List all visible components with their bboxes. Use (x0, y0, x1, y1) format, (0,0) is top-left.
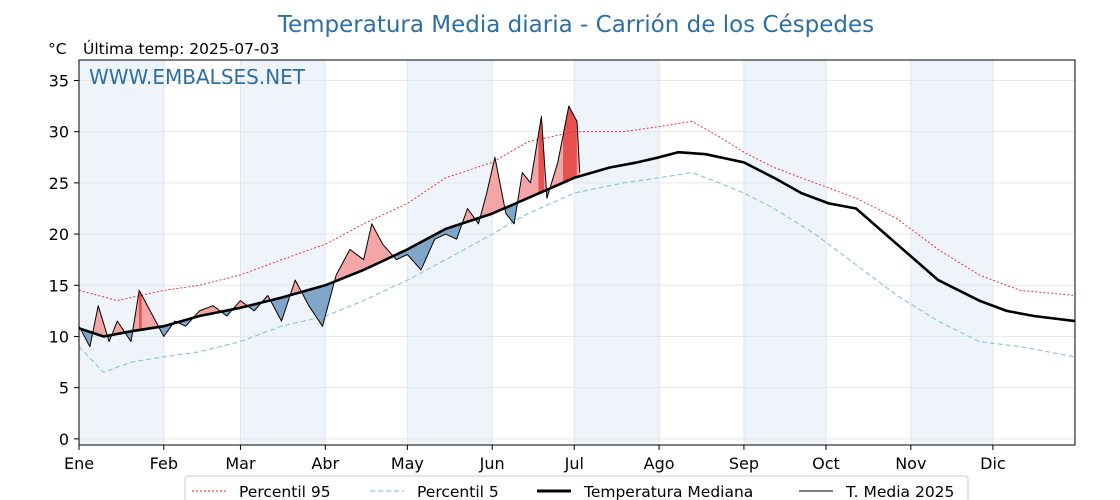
series-line-median (78, 150, 1076, 338)
x-tick-label-ene: Ene (64, 454, 94, 473)
legend-box (184, 475, 969, 500)
fill-above-median (138, 290, 143, 331)
y-tick-label: 35 (49, 71, 69, 90)
series-line-t2025 (78, 105, 581, 348)
legend-label-median: Temperatura Mediana (583, 483, 753, 500)
month-band-ene (79, 60, 164, 445)
y-tick-label: 5 (59, 379, 69, 398)
x-tick-label-feb: Feb (150, 454, 178, 473)
x-tick-label-dic: Dic (980, 454, 1006, 473)
legend: Percentil 95 Percentil 5 Temperatura Med… (184, 475, 969, 500)
fill-above-median (568, 105, 572, 181)
month-band-mar (240, 60, 326, 445)
fill-below-median (418, 241, 422, 271)
fill-above-median (349, 249, 353, 276)
month-band-nov (910, 60, 993, 445)
x-tick-label-nov: Nov (895, 454, 926, 473)
x-tick-label-oct: Oct (812, 454, 840, 473)
series-line-p5 (78, 172, 1076, 373)
fill-above-median (371, 223, 375, 267)
fill-above-median (522, 172, 526, 201)
y-tick-label: 0 (59, 430, 69, 449)
plot-frame (78, 59, 1076, 446)
fill-above-median (357, 255, 362, 273)
x-tick-label-may: May (391, 454, 424, 473)
series-lines (78, 105, 1076, 373)
y-tick-label: 20 (49, 225, 69, 244)
legend-item-median: Temperatura Mediana (537, 483, 753, 500)
fill-above-median (574, 116, 578, 179)
chart-title: Temperatura Media diaria - Carrión de lo… (277, 12, 874, 38)
last-temp-label: Última temp: 2025-07-03 (83, 39, 279, 58)
legend-label-p5: Percentil 5 (417, 483, 499, 500)
x-tick-label-mar: Mar (225, 454, 256, 473)
series-line-p95 (78, 120, 1076, 302)
x-tick-label-jun: Jun (479, 454, 505, 473)
unit-label: °C (48, 40, 67, 58)
fill-above-median (355, 253, 359, 274)
month-band-sep (743, 60, 826, 445)
legend-label-t2025: T. Media 2025 (845, 483, 954, 500)
y-tick-label: 10 (49, 327, 69, 346)
fill-below-median (415, 243, 419, 268)
month-band-jul (574, 60, 660, 445)
fill-above-median (571, 111, 575, 180)
y-tick-label: 25 (49, 174, 69, 193)
y-tick-label: 15 (49, 276, 69, 295)
legend-item-p95: Percentil 95 (192, 483, 331, 500)
y-axis: 0 5 10 15 20 25 30 35 (49, 71, 79, 449)
x-tick-label-abr: Abr (311, 454, 339, 473)
legend-label-p95: Percentil 95 (239, 483, 331, 500)
watermark: WWW.EMBALSES.NET (89, 65, 306, 89)
y-tick-label: 30 (49, 123, 69, 142)
legend-item-t2025: T. Media 2025 (799, 483, 954, 500)
fill-below-median (319, 285, 323, 327)
x-tick-label-jul: Jul (564, 454, 584, 473)
legend-item-p5: Percentil 5 (370, 483, 499, 500)
plot-background (79, 60, 993, 445)
fill-above-median (352, 251, 356, 275)
x-tick-label-sep: Sep (729, 454, 759, 473)
fill-below-median (314, 287, 318, 319)
x-tick-label-ago: Ago (644, 454, 675, 473)
x-axis: Ene Feb Mar Abr May Jun Jul Ago Sep Oct Nov Dic (64, 445, 1006, 473)
